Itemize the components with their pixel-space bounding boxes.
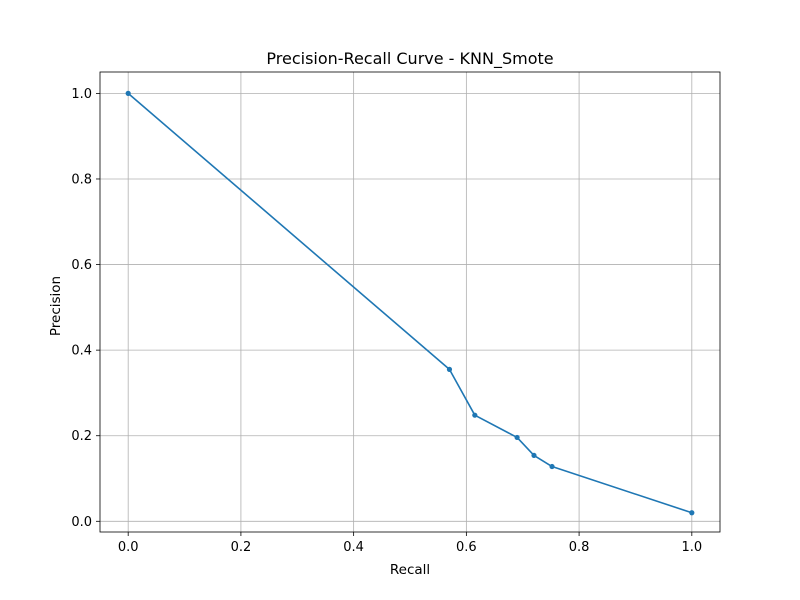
data-point [549,463,555,470]
x-tick-label: 0.6 [456,540,477,555]
grid-lines [100,72,720,532]
data-point [689,510,695,516]
data-point [514,434,520,441]
plot-area [125,90,695,516]
data-point [472,412,478,418]
axes [96,71,721,536]
x-tick-label: 0.0 [118,540,139,555]
y-tick-label: 0.0 [71,515,92,530]
y-tick-label: 0.2 [71,429,92,444]
axes-frame [99,71,721,533]
y-tick-label: 1.0 [71,87,92,102]
chart-title: Precision-Recall Curve - KNN_Smote [266,49,553,69]
y-axis-label: Precision [48,276,64,336]
data-point [125,90,131,96]
data-point [531,452,537,459]
y-tick-label: 0.8 [71,172,92,187]
x-tick-label: 0.4 [343,540,364,555]
x-axis-label: Recall [390,562,430,578]
x-tick-label: 1.0 [681,540,702,555]
tick-labels: 0.0 0.2 0.4 0.6 0.8 1.0 0.0 0.2 0.4 0.6 0.8 1.0 [71,87,702,555]
data-point [446,366,453,372]
x-tick-label: 0.8 [569,540,590,555]
x-tick-label: 0.2 [231,540,252,555]
y-tick-label: 0.6 [71,258,92,273]
y-tick-label: 0.4 [71,344,92,359]
